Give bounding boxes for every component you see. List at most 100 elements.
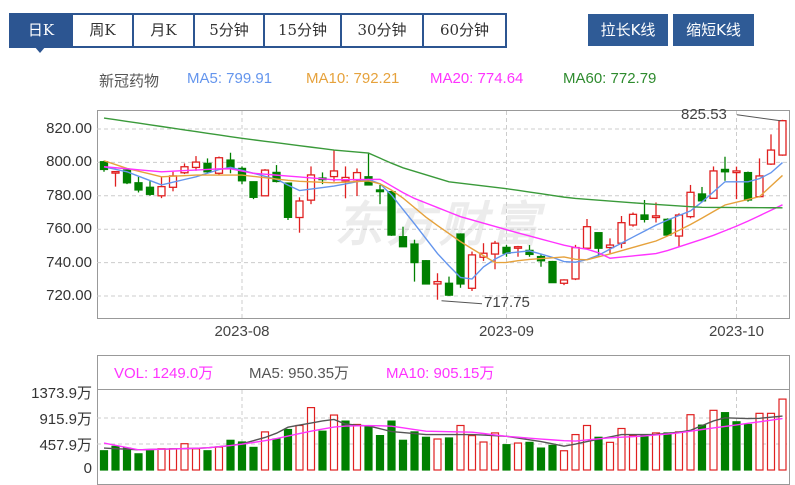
tab-daily-k[interactable]: 日K xyxy=(11,15,71,46)
high-annotation-arrow xyxy=(736,114,781,122)
volume-bar-up xyxy=(295,424,304,471)
candle xyxy=(145,181,155,196)
volume-bar-down xyxy=(318,430,327,471)
candle xyxy=(249,181,258,200)
volume-bar-up xyxy=(513,442,523,471)
volume-bar-up xyxy=(559,450,569,471)
volume-bar-up xyxy=(260,431,270,471)
volume-plot[interactable] xyxy=(97,390,789,471)
period-tabs: 日K 周K 月K 5分钟 15分钟 30分钟 60分钟 xyxy=(9,13,507,48)
tab-15min[interactable]: 15分钟 xyxy=(265,15,340,46)
volume-bar-up xyxy=(571,433,580,471)
volume-bar-down xyxy=(226,439,235,471)
candle xyxy=(398,226,408,248)
price-y-tick: 780.00 xyxy=(46,186,92,204)
candle xyxy=(180,163,189,175)
volume-bar-down xyxy=(548,444,557,471)
volume-bar-down xyxy=(525,441,534,471)
volume-bar-down xyxy=(111,445,120,471)
volume-bar-down xyxy=(410,431,419,471)
high-annotation: 825.53 xyxy=(681,105,727,123)
candle-body-down xyxy=(99,161,109,171)
candle xyxy=(778,119,787,156)
candle-body-up xyxy=(674,214,684,237)
volume-bar-up xyxy=(605,441,615,471)
legend-ma10: MA10: 792.21 xyxy=(306,70,400,87)
candle xyxy=(490,240,500,270)
shrink-kline-button[interactable]: 缩短K线 xyxy=(673,14,754,46)
candle-body-down xyxy=(640,214,649,220)
candle-body-up xyxy=(617,222,626,244)
candle-body-up xyxy=(766,149,776,165)
candle-body-down xyxy=(203,162,212,173)
candle-body-down xyxy=(456,233,465,285)
candle-body-up xyxy=(490,242,500,255)
volume-bar-up xyxy=(157,448,166,471)
volume-legend-ma10: MA10: 905.15万 xyxy=(386,365,495,382)
volume-y-tick: 457.9万 xyxy=(39,437,92,454)
volume-bar-down xyxy=(720,412,730,471)
candle-body-up xyxy=(157,185,166,197)
volume-bar-down xyxy=(663,432,672,471)
candle xyxy=(651,202,661,223)
candlestick-plot[interactable] xyxy=(97,111,789,318)
candle-body-up xyxy=(732,170,741,174)
volume-bar-up xyxy=(180,443,189,471)
candle xyxy=(272,165,281,183)
tab-monthly-k[interactable]: 月K xyxy=(134,15,193,46)
x-tick-label: 2023-08 xyxy=(214,323,270,340)
candle xyxy=(99,160,109,172)
volume-bar-down xyxy=(272,438,281,471)
stretch-kline-button[interactable]: 拉长K线 xyxy=(588,14,668,46)
volume-bar-down xyxy=(743,423,753,471)
volume-bar-up xyxy=(214,446,224,471)
volume-bar-down xyxy=(283,428,293,471)
candle xyxy=(559,279,569,286)
candle xyxy=(134,176,143,193)
x-tick-label: 2023-09 xyxy=(478,323,535,340)
tab-5min[interactable]: 5分钟 xyxy=(195,15,263,46)
ma-line-ma10 xyxy=(103,160,783,264)
candle xyxy=(260,169,270,197)
volume-legend-divider xyxy=(97,389,790,390)
candle-body-down xyxy=(548,260,557,284)
candle-body-up xyxy=(605,244,615,249)
ma-line-ma20 xyxy=(103,166,783,259)
candle-body-up xyxy=(513,246,523,249)
candle xyxy=(191,156,201,171)
volume-bar-down xyxy=(134,453,143,471)
volume-bar-down xyxy=(341,420,350,471)
candle-body-up xyxy=(559,279,569,284)
candle-body-down xyxy=(720,168,730,173)
volume-bar-down xyxy=(249,446,258,471)
volume-bar-up xyxy=(490,432,500,471)
volume-bar-up xyxy=(467,434,477,471)
candle xyxy=(433,273,442,300)
candle-body-up xyxy=(329,170,339,178)
low-annotation: 717.75 xyxy=(484,293,530,311)
volume-bar-down xyxy=(502,444,511,471)
candle-body-down xyxy=(249,181,258,198)
ma-line-ma60 xyxy=(103,117,783,209)
candle xyxy=(709,166,718,199)
candle-body-up xyxy=(180,166,189,174)
tab-30min[interactable]: 30分钟 xyxy=(342,15,422,46)
volume-bar-down xyxy=(536,447,546,471)
volume-bar-up xyxy=(306,407,316,471)
candle xyxy=(766,134,776,165)
candle-body-down xyxy=(663,218,672,236)
price-y-tick: 800.00 xyxy=(46,153,92,171)
tab-60min[interactable]: 60分钟 xyxy=(424,15,505,46)
candle-body-down xyxy=(283,182,293,218)
candle-body-down xyxy=(145,186,155,195)
legend-ma60: MA60: 772.79 xyxy=(563,70,657,87)
candle-body-up xyxy=(433,280,442,285)
volume-bar-down xyxy=(203,450,212,471)
candle xyxy=(329,150,339,182)
tab-weekly-k[interactable]: 周K xyxy=(73,15,132,46)
candle xyxy=(732,166,741,200)
candle xyxy=(467,251,477,291)
candle xyxy=(306,166,316,205)
volume-bar-down xyxy=(594,436,603,471)
candle-body-down xyxy=(743,171,753,201)
